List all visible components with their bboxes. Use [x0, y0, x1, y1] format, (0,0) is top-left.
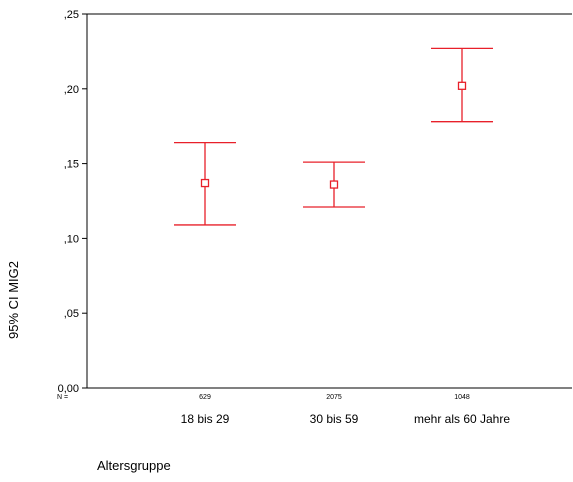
- error-bar-group: [174, 142, 236, 226]
- mean-marker: [329, 180, 339, 189]
- y-tick-label: ,25: [64, 9, 79, 21]
- mean-marker: [200, 178, 210, 188]
- y-axis-label: 95% CI MIG2: [6, 261, 21, 339]
- category-label: 18 bis 29: [181, 412, 230, 426]
- category-label: 30 bis 59: [310, 412, 359, 426]
- category-label: mehr als 60 Jahre: [414, 412, 510, 426]
- x-axis: N = 629 18 bis 29 2075 30 bis 59 1048 mehr als…: [57, 394, 510, 426]
- y-tick-label: ,15: [64, 159, 79, 171]
- y-tick-label: ,10: [64, 233, 79, 245]
- n-count-label: 2075: [326, 394, 342, 401]
- y-tick-label: 0,00: [58, 383, 79, 395]
- x-axis-label: Altersgruppe: [97, 458, 171, 473]
- n-count-label: 1048: [454, 394, 470, 401]
- y-tick-label: ,20: [64, 84, 79, 96]
- y-axis: 0,00 ,05 ,10 ,15 ,20 ,25: [58, 9, 87, 395]
- mean-marker: [457, 81, 467, 90]
- plot-frame: [86, 13, 572, 389]
- error-bar-group: [303, 161, 365, 208]
- n-label: N =: [57, 394, 68, 401]
- y-tick-label: ,05: [64, 308, 79, 320]
- n-count-label: 629: [199, 394, 211, 401]
- error-bars: [174, 47, 493, 226]
- error-bar-group: [431, 47, 493, 123]
